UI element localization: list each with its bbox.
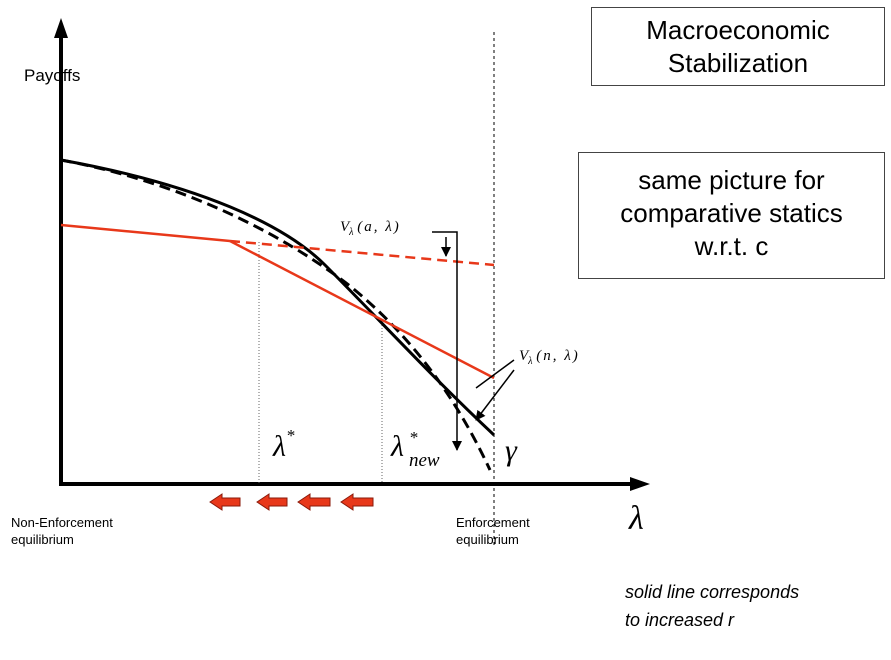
red-left-arrows xyxy=(209,493,374,511)
lambda-new-symbol: λ xyxy=(391,430,404,463)
title-line-2: Stabilization xyxy=(667,48,809,78)
enforcement-line-1: Enforcement xyxy=(456,515,530,530)
solid-black-curve xyxy=(60,158,496,437)
v-a-symbol: V xyxy=(340,219,350,235)
y-axis-label: Payoffs xyxy=(24,66,81,85)
v-n-args: (n, λ) xyxy=(536,348,580,364)
v-a-args: (a, λ) xyxy=(357,219,401,235)
note-line-3: w.r.t. c xyxy=(694,231,769,261)
lambda-star-symbol: λ xyxy=(273,430,286,463)
dashed-black-curve xyxy=(60,158,492,471)
lambda-star-label: λ* xyxy=(273,426,295,464)
v-a-subscript: λ xyxy=(349,227,354,238)
note-line-1: same picture for xyxy=(638,165,825,195)
red-flat-line xyxy=(60,223,231,243)
lambda-star-sup: * xyxy=(286,426,295,445)
non-enforcement-label: Non-Enforcement equilibrium xyxy=(11,514,113,548)
lambda-new-label: λ * new xyxy=(391,428,440,471)
title-box: Macroeconomic Stabilization xyxy=(591,7,885,86)
v-n-pointer-1 xyxy=(475,359,515,389)
comparative-statics-box: same picture for comparative statics w.r… xyxy=(578,152,885,279)
v-a-bracket xyxy=(432,231,462,451)
gamma-label: γ xyxy=(505,434,517,467)
v-n-symbol: V xyxy=(519,348,529,364)
v-a-label: Vλ (a, λ) xyxy=(340,219,401,238)
left-arrow-icon xyxy=(256,493,288,511)
enforcement-line-2: equilibrium xyxy=(456,532,519,547)
left-arrow-icon xyxy=(340,493,374,511)
lambda-new-sub: new xyxy=(409,450,440,471)
left-arrow-icon xyxy=(209,493,241,511)
non-enforcement-line-2: equilibrium xyxy=(11,532,74,547)
enforcement-label: Enforcement equilibrium xyxy=(456,514,530,548)
v-n-pointer-2 xyxy=(475,369,515,421)
left-arrow-icon xyxy=(297,493,331,511)
bottom-note-line-1: solid line corresponds xyxy=(625,582,800,602)
y-axis-arrowhead xyxy=(54,18,68,38)
bottom-note: solid line corresponds to increased r xyxy=(625,578,799,634)
bottom-note-line-2: to increased r xyxy=(625,610,735,630)
v-n-subscript: λ xyxy=(528,356,533,367)
note-line-2: comparative statics xyxy=(620,198,843,228)
v-n-label: Vλ (n, λ) xyxy=(519,348,580,367)
red-steep-line xyxy=(229,239,495,380)
lambda-new-sup: * xyxy=(409,428,418,447)
non-enforcement-line-1: Non-Enforcement xyxy=(11,515,113,530)
red-dashed-line xyxy=(229,239,495,267)
title-line-1: Macroeconomic xyxy=(646,15,830,45)
x-axis-arrowhead xyxy=(630,477,650,491)
x-axis-label: λ xyxy=(629,500,644,537)
